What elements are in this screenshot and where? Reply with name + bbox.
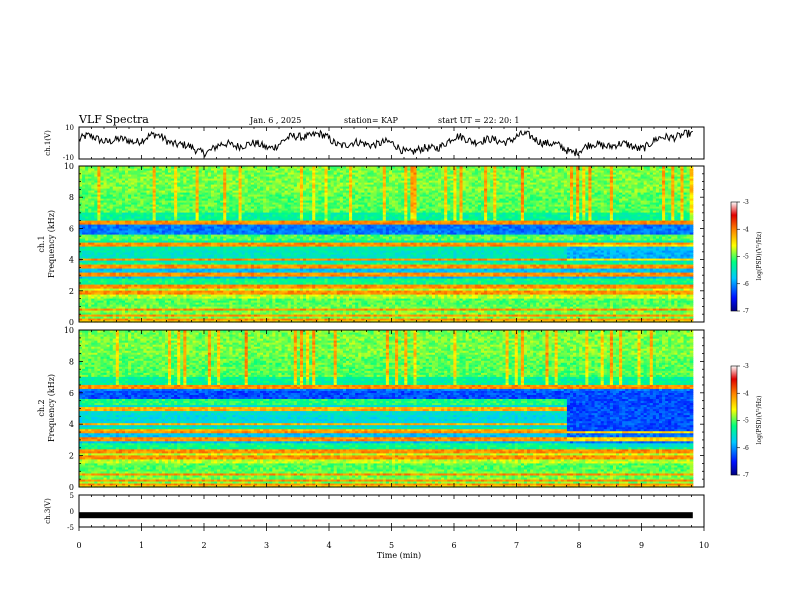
ch1-waveform-panel: 10 -10 ch.1(V) [44,124,704,162]
date-label: Jan. 6 , 2025 [249,116,301,125]
station-label: station= KAP [344,116,399,125]
ch1-ytick-top: 10 [65,124,74,132]
figure-title: VLF Spectra [78,113,149,126]
ch1-waveform-ylabel: ch.1(V) [44,130,52,156]
vlf-spectra-figure: VLF Spectra Jan. 6 , 2025 station= KAP s… [0,0,792,612]
ch1-spectrogram-cells [79,166,693,323]
start-time-label: start UT = 22: 20: 1 [438,116,519,125]
ch1-ytick-bottom: -10 [63,154,74,162]
